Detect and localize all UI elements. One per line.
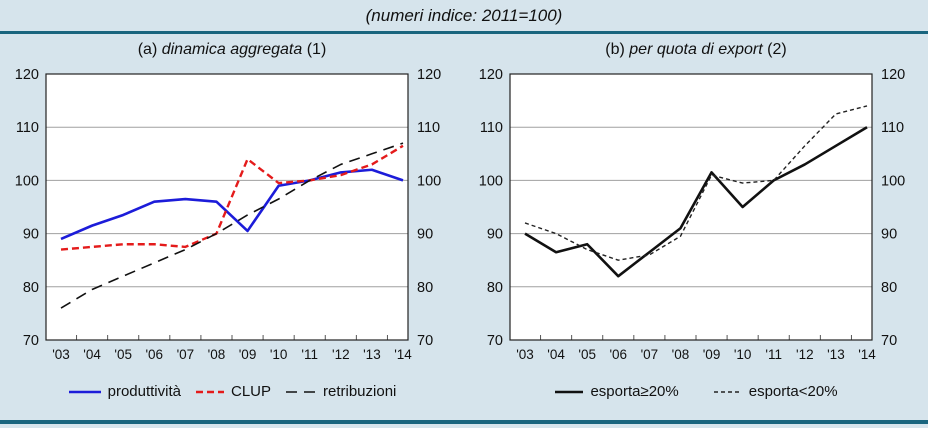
y-tick-label-left: 100 bbox=[479, 173, 503, 189]
x-tick-label: '05 bbox=[114, 347, 132, 362]
legend-label-produttivita: produttività bbox=[107, 382, 181, 400]
x-tick-label: '05 bbox=[578, 347, 596, 362]
top-divider-rule bbox=[0, 31, 928, 34]
y-tick-label-right: 90 bbox=[417, 227, 433, 243]
chart-a-canvas: 70 70 80 80 90 90 100 100 110 110 120 120 '03 '04 '05 '… bbox=[0, 62, 464, 364]
series-produttivit- bbox=[60, 168, 404, 241]
y-tick-label-right: 70 bbox=[417, 333, 433, 349]
y-tick-label-left: 80 bbox=[23, 280, 39, 296]
panel-b-title: (b) per quota di export (2) bbox=[464, 41, 928, 59]
y-tick-label-right: 110 bbox=[881, 120, 904, 136]
legend-a: produttività CLUP retribuzioni bbox=[0, 380, 464, 402]
series-retribuzioni bbox=[60, 142, 404, 309]
x-tick-label: '04 bbox=[547, 347, 565, 362]
y-tick-label-right: 100 bbox=[417, 173, 441, 189]
retribuzioni-line-sample bbox=[285, 385, 317, 397]
x-tick-label: '08 bbox=[672, 347, 690, 362]
y-tick-label-left: 80 bbox=[487, 280, 503, 296]
panel-a-title-main: dinamica aggregata bbox=[161, 41, 303, 58]
line-chart: 70 70 80 80 90 90 100 100 110 110 120 120 '03 '04 '05 '… bbox=[479, 67, 905, 362]
legend-item-esporta-ge20: esporta≥20% bbox=[554, 382, 679, 400]
legend-label-esporta-lt20: esporta<20% bbox=[748, 382, 838, 400]
legend-label-esporta-ge20: esporta≥20% bbox=[590, 382, 679, 400]
y-tick-label-right: 80 bbox=[881, 280, 897, 296]
legend-line-sample-svg bbox=[68, 390, 101, 394]
plot-border bbox=[45, 73, 409, 341]
legend-label-clup: CLUP bbox=[230, 382, 271, 400]
plot-border bbox=[509, 73, 873, 341]
legend-item-clup: CLUP bbox=[195, 383, 271, 400]
y-tick-label-right: 120 bbox=[417, 67, 441, 83]
legend-line-sample-svg bbox=[713, 391, 742, 393]
esporta-lt20-line-sample bbox=[713, 385, 743, 397]
panel-b-title-suffix: (2) bbox=[762, 41, 787, 58]
x-tick-label: '03 bbox=[52, 347, 70, 362]
y-tick-label-left: 110 bbox=[16, 120, 39, 136]
series-clup bbox=[60, 144, 404, 251]
y-tick-label-right: 70 bbox=[881, 333, 897, 349]
y-tick-label-left: 90 bbox=[23, 227, 39, 243]
panel-a-title: (a) dinamica aggregata (1) bbox=[0, 41, 464, 59]
legend-line-sample-svg bbox=[555, 390, 584, 394]
x-tick-label: '14 bbox=[394, 347, 412, 362]
legend-item-retribuzioni: retribuzioni bbox=[285, 383, 396, 400]
y-tick-label-left: 110 bbox=[480, 120, 503, 136]
y-tick-label-left: 120 bbox=[15, 67, 39, 83]
x-tick-label: '08 bbox=[208, 347, 226, 362]
x-tick-label: '12 bbox=[332, 347, 350, 362]
x-tick-label: '13 bbox=[827, 347, 845, 362]
x-tick-label: '11 bbox=[765, 347, 782, 362]
y-tick-label-right: 120 bbox=[881, 67, 905, 83]
panel-b-title-prefix: (b) bbox=[605, 41, 630, 58]
x-tick-label: '10 bbox=[270, 347, 288, 362]
legend-line-sample-svg bbox=[195, 390, 224, 394]
y-tick-label-right: 80 bbox=[417, 280, 433, 296]
y-tick-label-left: 120 bbox=[479, 67, 503, 83]
x-tick-label: '09 bbox=[239, 347, 257, 362]
x-tick-label: '04 bbox=[83, 347, 101, 362]
y-tick-label-left: 70 bbox=[23, 333, 39, 349]
y-tick-label-right: 90 bbox=[881, 227, 897, 243]
legend-label-retribuzioni: retribuzioni bbox=[323, 382, 397, 400]
produttivita-line-sample bbox=[68, 385, 102, 397]
x-tick-label: '06 bbox=[609, 347, 627, 362]
x-tick-label: '11 bbox=[301, 347, 318, 362]
x-tick-label: '03 bbox=[516, 347, 534, 362]
bottom-divider-rule bbox=[0, 420, 928, 424]
x-tick-label: '09 bbox=[703, 347, 721, 362]
panel-a-title-prefix: (a) bbox=[137, 41, 162, 58]
x-tick-label: '07 bbox=[177, 347, 195, 362]
series-esporta-20- bbox=[524, 126, 868, 278]
x-tick-label: '07 bbox=[641, 347, 659, 362]
chart-b-canvas: 70 70 80 80 90 90 100 100 110 110 120 120 '03 '04 '05 '… bbox=[464, 62, 928, 364]
line-chart: 70 70 80 80 90 90 100 100 110 110 120 120 '03 '04 '05 '… bbox=[15, 67, 441, 362]
panel-a-title-suffix: (1) bbox=[302, 41, 327, 58]
y-tick-label-left: 90 bbox=[487, 227, 503, 243]
y-tick-label-right: 110 bbox=[417, 120, 440, 136]
clup-line-sample bbox=[195, 385, 225, 397]
x-tick-label: '12 bbox=[796, 347, 814, 362]
x-tick-label: '14 bbox=[858, 347, 876, 362]
x-tick-label: '13 bbox=[363, 347, 381, 362]
panel-b-title-main: per quota di export bbox=[629, 41, 763, 58]
x-tick-label: '06 bbox=[145, 347, 163, 362]
y-tick-label-left: 70 bbox=[487, 333, 503, 349]
y-tick-label-left: 100 bbox=[15, 173, 39, 189]
legend-item-produttivita: produttività bbox=[68, 383, 181, 400]
esporta-ge20-line-sample bbox=[554, 385, 584, 397]
y-tick-label-right: 100 bbox=[881, 173, 905, 189]
legend-line-sample-svg bbox=[286, 391, 316, 393]
legend-b: esporta≥20% esporta<20% bbox=[464, 380, 928, 402]
figure-title: (numeri indice: 2011=100) bbox=[365, 6, 563, 25]
x-tick-label: '10 bbox=[734, 347, 752, 362]
legend-item-esporta-lt20: esporta<20% bbox=[713, 383, 838, 400]
